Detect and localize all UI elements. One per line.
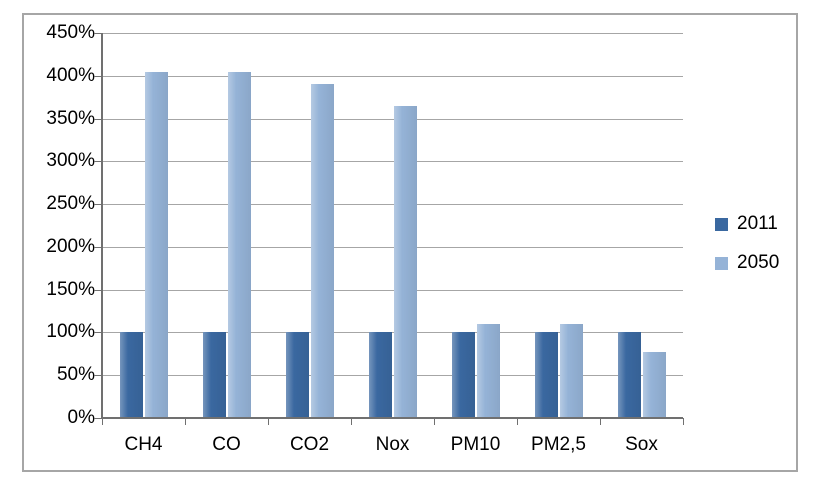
legend-swatch-2050 [715, 256, 728, 270]
bar-2011-PM10 [451, 332, 475, 418]
gridline-100 [102, 332, 683, 334]
plot-area [94, 33, 684, 425]
bar-2050-Sox [642, 352, 666, 418]
x-category-label-PM25: PM2,5 [531, 434, 586, 455]
bar-2050-CH4 [144, 71, 168, 418]
x-tick-3 [351, 418, 352, 425]
legend-label-2011: 2011 [737, 213, 778, 234]
y-axis-line [101, 33, 103, 418]
y-tick-350 [94, 118, 102, 120]
y-tick-label-0: 0% [67, 407, 95, 428]
y-tick-label-250: 250% [46, 193, 95, 215]
y-tick-label-150: 150% [46, 278, 95, 300]
y-tick-300 [94, 161, 102, 163]
gridline-200 [102, 246, 683, 248]
bar-2011-Sox [617, 332, 641, 418]
y-tick-250 [94, 204, 102, 206]
x-category-label-CH4: CH4 [124, 434, 163, 455]
bar-2011-PM25 [534, 332, 558, 418]
x-category-label-PM10: PM10 [450, 434, 501, 455]
gridline-150 [102, 289, 683, 291]
x-category-label-CO2: CO2 [289, 434, 330, 455]
x-tick-0 [102, 418, 103, 425]
gridline-300 [102, 161, 683, 163]
bar-2011-CO2 [285, 332, 309, 418]
gridline-250 [102, 204, 683, 206]
x-tick-7 [683, 418, 684, 425]
legend-entry-2050: 2050 [715, 252, 779, 274]
y-tick-label-450: 450% [46, 22, 95, 43]
x-axis-line [101, 417, 683, 419]
bar-2011-CH4 [119, 332, 143, 418]
y-tick-100 [94, 332, 102, 334]
x-category-label-Sox: Sox [625, 434, 658, 455]
legend-swatch-2011 [715, 217, 728, 231]
gridline-350 [102, 118, 683, 120]
y-tick-label-100: 100% [46, 321, 95, 343]
y-tick-label-400: 400% [46, 64, 95, 86]
gridline-450 [102, 33, 683, 34]
gridline-400 [102, 75, 683, 77]
y-tick-400 [94, 75, 102, 77]
y-tick-label-50: 50% [56, 364, 95, 386]
y-tick-150 [94, 289, 102, 291]
x-category-label-CO: CO [212, 434, 241, 455]
x-tick-5 [517, 418, 518, 425]
y-tick-450 [94, 33, 102, 34]
bar-2011-Nox [368, 332, 392, 418]
x-tick-1 [185, 418, 186, 425]
bar-2050-PM10 [476, 323, 500, 418]
bar-2050-Nox [393, 105, 417, 418]
y-tick-label-350: 350% [46, 107, 95, 129]
y-tick-0 [94, 418, 102, 419]
y-tick-label-200: 200% [46, 235, 95, 257]
x-tick-4 [434, 418, 435, 425]
bar-2050-CO2 [310, 84, 334, 418]
gridline-50 [102, 375, 683, 377]
x-category-label-Nox: Nox [375, 434, 410, 455]
x-tick-6 [600, 418, 601, 425]
y-tick-200 [94, 246, 102, 248]
x-tick-2 [268, 418, 269, 425]
bar-2050-PM25 [559, 323, 583, 418]
y-tick-label-300: 300% [46, 150, 95, 172]
y-tick-50 [94, 375, 102, 377]
legend-entry-2011: 2011 [715, 213, 778, 235]
bar-2050-CO [227, 71, 251, 418]
bar-2011-CO [202, 332, 226, 418]
chart-frame: 0% 50% 100% 150% 200% 250% 300% 350% 400% 450% CH… [22, 13, 798, 472]
legend-label-2050: 2050 [737, 252, 780, 273]
